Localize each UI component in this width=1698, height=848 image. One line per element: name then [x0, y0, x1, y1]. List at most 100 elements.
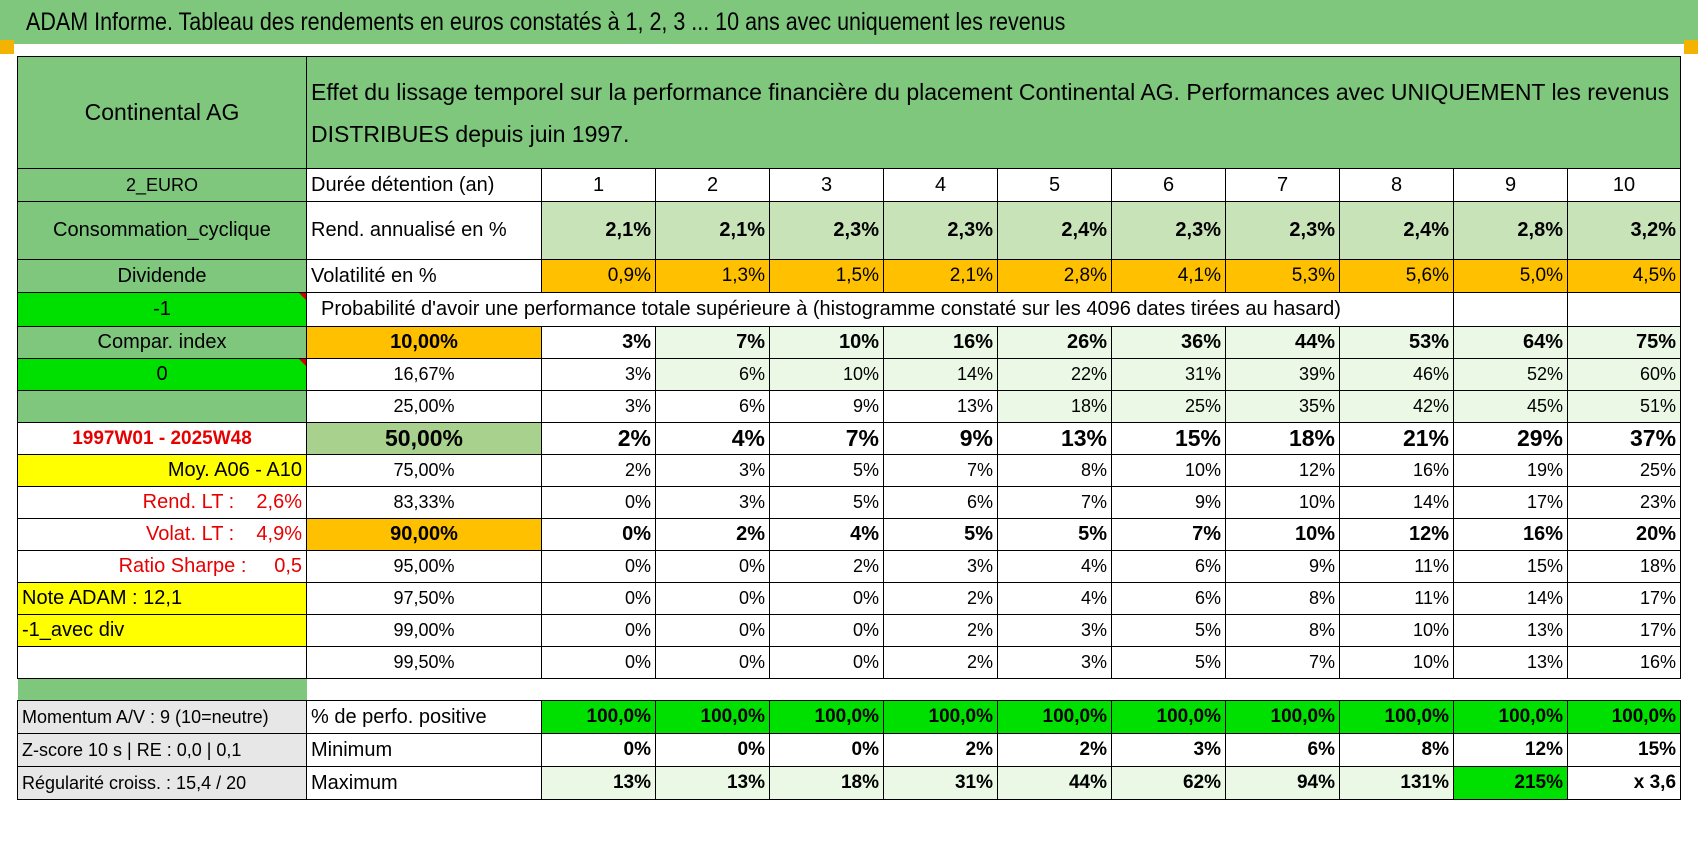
probability-cell: 8%: [997, 454, 1112, 487]
stat-cell: 100,0%: [769, 700, 884, 734]
probability-cell: 3%: [655, 454, 770, 487]
probability-cell: 13%: [1453, 614, 1568, 647]
probability-cell: 14%: [1339, 486, 1454, 519]
probability-cell: 0%: [541, 614, 656, 647]
stat-cell: 62%: [1111, 766, 1226, 800]
vol-value: 5,3%: [1225, 259, 1340, 293]
probability-cell: 10%: [1225, 486, 1340, 519]
value-a-cell[interactable]: -1: [17, 292, 307, 327]
sharpe-label: Ratio Sharpe : 0,5: [17, 550, 307, 583]
stat-cell: 100,0%: [1225, 700, 1340, 734]
probability-cell: 4%: [997, 550, 1112, 583]
year-header: 10: [1566, 168, 1682, 202]
probability-cell: 2%: [883, 614, 998, 647]
regularite-label: Régularité croiss. : 15,4 / 20: [17, 766, 307, 800]
probability-cell: 0%: [541, 582, 656, 615]
vol-value: 4,5%: [1566, 259, 1682, 293]
value-b-cell[interactable]: 0: [17, 358, 307, 391]
stat-cell: 2%: [883, 733, 998, 767]
rend-lt-label: Rend. LT : 2,6%: [17, 486, 307, 519]
vol-value: 0,9%: [541, 259, 656, 293]
probability-cell: 5%: [769, 486, 884, 519]
probability-cell: 10%: [1225, 518, 1340, 551]
probability-cell: 52%: [1453, 358, 1568, 391]
probability-cell: 16%: [1566, 646, 1682, 679]
stat-cell: 100,0%: [1566, 700, 1682, 734]
probability-cell: 5%: [1111, 646, 1226, 679]
probability-cell: 25%: [1111, 390, 1226, 423]
probability-cell: 23%: [1566, 486, 1682, 519]
probability-cell: 15%: [1111, 422, 1226, 455]
probability-cell: 35%: [1225, 390, 1340, 423]
proba-label: Probabilité d'avoir une performance tota…: [306, 292, 1454, 327]
vol-value: 1,5%: [769, 259, 884, 293]
probability-cell: 2%: [541, 454, 656, 487]
probability-cell: 0%: [541, 518, 656, 551]
stat-cell: 0%: [655, 733, 770, 767]
probability-cell: 10%: [1111, 454, 1226, 487]
empty-cell: [1453, 292, 1568, 327]
threshold-label: 99,50%: [306, 646, 542, 679]
threshold-label: 10,00%: [306, 326, 542, 359]
probability-cell: 4%: [997, 582, 1112, 615]
volat-lt-label: Volat. LT : 4,9%: [17, 518, 307, 551]
probability-cell: 4%: [769, 518, 884, 551]
probability-cell: 18%: [997, 390, 1112, 423]
stat-cell: 100,0%: [541, 700, 656, 734]
probability-cell: 53%: [1339, 326, 1454, 359]
probability-cell: 4%: [655, 422, 770, 455]
probability-cell: 0%: [769, 646, 884, 679]
probability-cell: 10%: [1339, 614, 1454, 647]
probability-cell: 14%: [883, 358, 998, 391]
probability-cell: 16%: [1339, 454, 1454, 487]
rend-label: Rend. annualisé en %: [306, 201, 542, 260]
threshold-label: 99,00%: [306, 614, 542, 647]
note-adam: Note ADAM : 12,1: [17, 582, 307, 615]
probability-cell: 25%: [1566, 454, 1682, 487]
spacer-green-cell: [17, 678, 307, 701]
stat-cell: 0%: [541, 733, 656, 767]
probability-cell: 2%: [883, 646, 998, 679]
year-header: 7: [1225, 168, 1340, 202]
stat-cell: 15%: [1566, 733, 1682, 767]
performance-table: Continental AG Effet du lissage temporel…: [17, 56, 1682, 800]
threshold-label: 50,00%: [306, 422, 542, 455]
stat-cell: 131%: [1339, 766, 1454, 800]
empty-green-cell: [17, 390, 307, 423]
probability-cell: 5%: [883, 518, 998, 551]
probability-cell: 3%: [541, 358, 656, 391]
stat-cell: 100,0%: [997, 700, 1112, 734]
compar-index-label: Compar. index: [17, 326, 307, 359]
probability-cell: 19%: [1453, 454, 1568, 487]
probability-cell: 21%: [1339, 422, 1454, 455]
probability-cell: 2%: [655, 518, 770, 551]
stat-cell: 100,0%: [883, 700, 998, 734]
vol-value: 4,1%: [1111, 259, 1226, 293]
probability-cell: 7%: [655, 326, 770, 359]
probability-cell: 7%: [997, 486, 1112, 519]
stat-cell: 0%: [769, 733, 884, 767]
year-header: 9: [1453, 168, 1568, 202]
probability-cell: 13%: [1453, 646, 1568, 679]
momentum-label: Momentum A/V : 9 (10=neutre): [17, 700, 307, 734]
vol-value: 2,8%: [997, 259, 1112, 293]
probability-cell: 31%: [1111, 358, 1226, 391]
probability-cell: 12%: [1339, 518, 1454, 551]
rend-value: 2,3%: [769, 201, 884, 260]
currency-code: 2_EURO: [17, 168, 307, 202]
stat-cell: 100,0%: [1453, 700, 1568, 734]
empty-cell: [1566, 292, 1682, 327]
probability-cell: 44%: [1225, 326, 1340, 359]
title-bar: ADAM Informe. Tableau des rendements en …: [0, 0, 1698, 44]
probability-cell: 29%: [1453, 422, 1568, 455]
probability-cell: 7%: [883, 454, 998, 487]
probability-cell: 0%: [655, 550, 770, 583]
threshold-label: 90,00%: [306, 518, 542, 551]
probability-cell: 46%: [1339, 358, 1454, 391]
stat-label: Minimum: [306, 733, 542, 767]
probability-cell: 3%: [997, 646, 1112, 679]
stat-cell: 8%: [1339, 733, 1454, 767]
probability-cell: 0%: [769, 614, 884, 647]
probability-cell: 0%: [655, 582, 770, 615]
probability-cell: 3%: [541, 390, 656, 423]
